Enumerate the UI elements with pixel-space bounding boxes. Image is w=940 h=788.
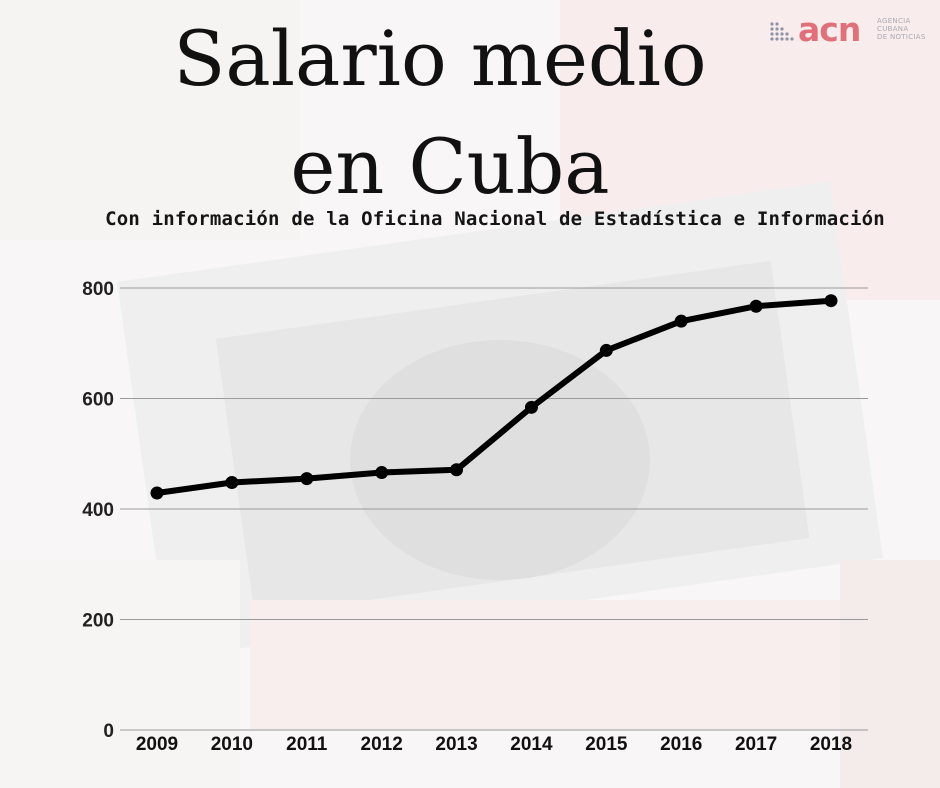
series-layer (150, 294, 838, 500)
data-point-2016 (674, 314, 688, 328)
y-tick-label-800: 800 (82, 279, 114, 300)
data-point-2010 (225, 475, 239, 489)
x-tick-label-2017: 2017 (735, 734, 777, 755)
tagline-3: DE NOTICIAS (877, 33, 926, 41)
y-tick-label-600: 600 (82, 390, 114, 411)
x-tick-label-2011: 2011 (286, 734, 328, 755)
x-tick-label-2014: 2014 (510, 734, 553, 755)
data-point-2009 (150, 486, 164, 500)
acn-logo-text: acn (798, 10, 861, 49)
data-point-2011 (300, 472, 314, 486)
acn-signal-icon (770, 22, 794, 41)
x-tick-label-2016: 2016 (660, 734, 702, 755)
x-tick-label-2015: 2015 (585, 734, 628, 755)
acn-logo: acn AGENCIA CUBANA DE NOTICIAS (768, 10, 938, 50)
x-tick-label-2009: 2009 (136, 734, 178, 755)
tagline-2: CUBANA (877, 25, 909, 33)
page-title-line-2: en Cuba (290, 122, 610, 211)
y-tick-label-0: 0 (103, 721, 114, 742)
x-axis-ticks: 2009 2010 2011 2012 2013 2014 2015 2016 2017 2018 (136, 734, 852, 755)
acn-logo-tagline: AGENCIA CUBANA DE NOTICIAS (877, 17, 926, 41)
y-tick-label-400: 400 (82, 500, 114, 521)
data-point-2017 (749, 299, 763, 313)
data-point-2012 (375, 466, 389, 480)
series-line-0 (154, 297, 834, 496)
x-tick-label-2010: 2010 (211, 734, 253, 755)
x-tick-label-2012: 2012 (361, 734, 403, 755)
page-subtitle: Con información de la Oficina Nacional d… (105, 208, 885, 230)
gridlines (120, 287, 868, 731)
page-title-line-1: Salario medio (173, 14, 707, 103)
y-tick-label-200: 200 (82, 611, 114, 632)
x-tick-label-2018: 2018 (810, 734, 852, 755)
data-point-2015 (599, 343, 613, 357)
x-tick-label-2013: 2013 (435, 734, 477, 755)
data-point-2013 (450, 463, 464, 477)
tagline-1: AGENCIA (877, 17, 911, 25)
data-point-2014 (524, 400, 538, 414)
data-point-2018 (824, 294, 838, 308)
y-axis-ticks: 0 200 400 600 800 (82, 279, 114, 742)
